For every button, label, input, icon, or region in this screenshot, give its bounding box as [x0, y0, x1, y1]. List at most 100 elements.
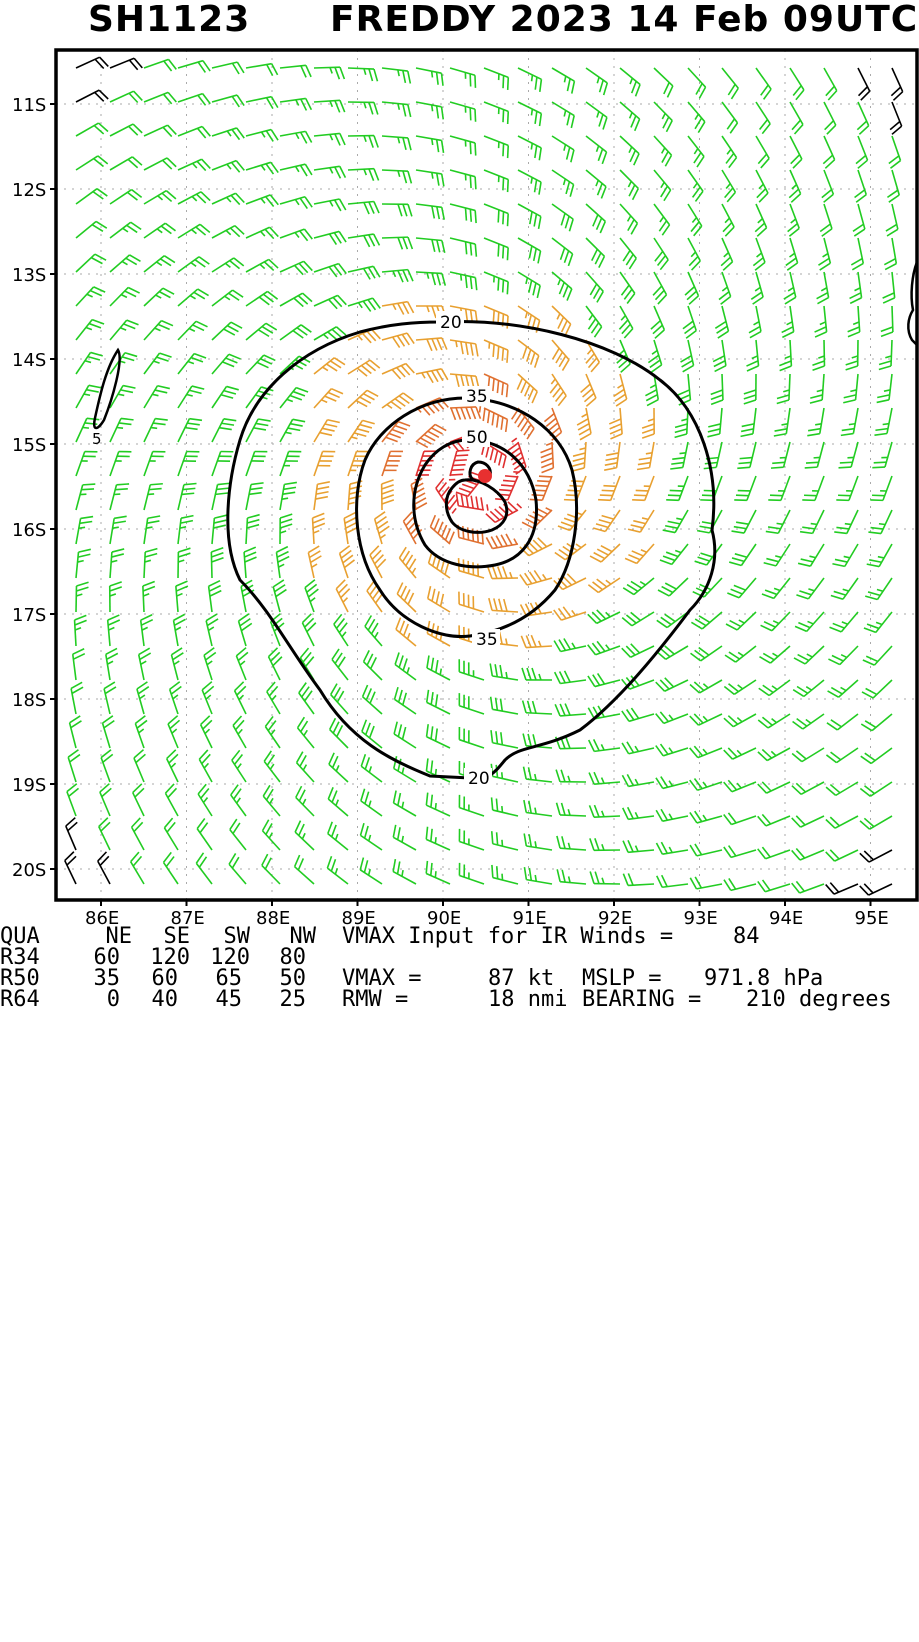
barb-half-feather — [777, 523, 783, 524]
barb-feather — [363, 685, 368, 697]
barb-half-feather — [139, 729, 144, 733]
wind-barb — [246, 483, 264, 510]
barb-feather — [594, 553, 605, 559]
barb-feather — [675, 429, 687, 432]
barb-feather — [431, 795, 432, 808]
barb-feather — [539, 216, 541, 228]
barb-staff — [164, 828, 178, 850]
barb-staff — [178, 224, 200, 238]
barb-feather — [536, 508, 547, 514]
barb-feather — [374, 234, 380, 245]
barb-feather — [852, 263, 863, 269]
barb-feather — [486, 537, 492, 548]
wind-barb — [690, 680, 722, 693]
barb-feather — [442, 273, 445, 285]
wind-barb — [688, 136, 704, 167]
barb-feather — [471, 277, 472, 290]
barb-feather — [812, 361, 824, 365]
barb-feather — [398, 793, 401, 805]
barb-half-feather — [576, 544, 581, 548]
barb-staff — [526, 846, 552, 850]
wind-barb — [874, 408, 892, 435]
barb-feather — [877, 395, 889, 398]
barb-feather — [557, 803, 560, 815]
barb-feather — [567, 79, 570, 91]
wind-barb — [204, 648, 216, 680]
barb-feather — [408, 138, 411, 150]
barb-feather — [432, 371, 438, 382]
barb-staff — [817, 442, 824, 467]
barb-feather — [697, 531, 709, 533]
wind-barb — [623, 807, 654, 819]
barb-staff — [776, 544, 790, 566]
barb-feather — [885, 264, 896, 270]
barb-feather — [557, 836, 560, 848]
barb-feather — [744, 390, 756, 394]
barb-feather — [300, 165, 307, 176]
barb-feather — [224, 391, 236, 394]
barb-half-feather — [737, 718, 742, 722]
barb-staff — [733, 748, 756, 759]
wind-barb — [144, 59, 176, 71]
barb-feather — [192, 386, 204, 389]
barb-half-feather — [669, 781, 672, 786]
barb-staff — [617, 442, 620, 468]
wind-barb — [144, 92, 176, 104]
barb-feather — [441, 594, 444, 606]
lat-label: 12S — [12, 180, 46, 201]
barb-staff — [654, 170, 671, 190]
barb-staff — [526, 880, 552, 884]
barb-feather — [771, 467, 784, 468]
wind-barb — [620, 204, 637, 234]
barb-feather — [566, 182, 569, 194]
wind-barb — [690, 877, 722, 889]
wind-barb — [370, 546, 386, 578]
r34-sw: 120 — [190, 947, 250, 968]
barb-staff — [790, 102, 803, 125]
barb-staff — [76, 57, 100, 68]
wind-barb — [792, 849, 824, 860]
barb-feather — [533, 701, 536, 713]
wind-barb — [449, 450, 470, 480]
wind-barb — [622, 742, 654, 754]
barb-half-feather — [693, 183, 697, 188]
r64-nw: 25 — [246, 989, 306, 1010]
wind-barb — [382, 102, 411, 117]
barb-feather — [593, 528, 605, 531]
barb-feather — [403, 693, 406, 705]
barb-feather — [457, 450, 470, 451]
wind-barb — [722, 170, 735, 202]
wind-barb — [450, 170, 476, 189]
barb-feather — [561, 522, 573, 526]
barb-feather — [572, 468, 584, 471]
barb-staff — [484, 306, 508, 316]
wind-barb — [314, 358, 345, 374]
barb-feather — [695, 877, 701, 888]
wind-barb — [110, 255, 140, 272]
barb-staff — [518, 340, 539, 356]
barb-staff — [526, 713, 552, 714]
barb-feather — [184, 484, 197, 485]
wind-barb — [860, 816, 892, 829]
wind-barb — [450, 136, 476, 156]
wind-barb — [280, 325, 311, 340]
barb-feather — [431, 428, 442, 434]
barb-feather — [637, 468, 650, 470]
wind-barb — [334, 614, 348, 646]
wind-barb — [812, 340, 824, 370]
barb-half-feather — [140, 695, 145, 699]
barb-feather — [503, 212, 504, 225]
barb-staff — [459, 672, 484, 680]
barb-feather — [867, 564, 879, 566]
wind-barb — [756, 68, 771, 99]
wind-barb — [724, 846, 756, 858]
barb-feather — [883, 298, 895, 303]
barb-feather — [404, 589, 409, 600]
barb-feather — [176, 581, 188, 586]
wind-barb — [212, 354, 241, 374]
barb-feather — [872, 467, 885, 468]
wind-barb — [395, 652, 416, 680]
barb-feather — [742, 424, 754, 427]
barb-staff — [484, 272, 508, 282]
barb-staff — [858, 102, 869, 126]
